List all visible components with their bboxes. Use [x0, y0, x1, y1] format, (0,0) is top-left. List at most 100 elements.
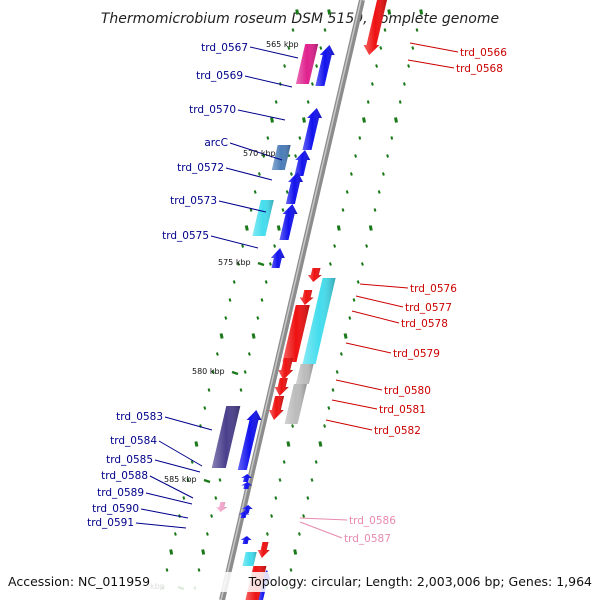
- leader-line: [407, 59, 455, 69]
- tick-dot: [310, 478, 314, 482]
- tick-dot: [415, 28, 419, 32]
- genome-backbone-highlight: [220, 0, 362, 600]
- tick-dot: [241, 244, 245, 248]
- tick-dot: [327, 406, 331, 410]
- gene-trd_0567-shade: [315, 45, 335, 86]
- leader-line: [351, 310, 400, 324]
- tick-dot: [419, 9, 424, 15]
- gene-trd_0581-shade: [268, 396, 285, 420]
- leader-line: [359, 283, 409, 289]
- leader-line: [135, 522, 187, 529]
- gene-label-trd_0573[interactable]: trd_0573: [170, 195, 217, 207]
- gene-trd_0572-shade: [285, 172, 303, 204]
- kbp-mark-570: 570 kbp: [243, 149, 276, 158]
- gene-trd_0575-shade: [270, 248, 285, 268]
- tick-dot: [283, 64, 287, 68]
- tick-dot: [249, 208, 253, 212]
- gene-label-trd_0587[interactable]: trd_0587: [344, 533, 391, 545]
- gene-label-trd_0581[interactable]: trd_0581: [379, 404, 426, 416]
- leader-line: [229, 142, 283, 161]
- map-title: Thermomicrobium roseum DSM 5159, complet…: [101, 11, 499, 27]
- leader-line: [409, 42, 459, 53]
- tick-dot: [327, 9, 332, 15]
- tick-dot: [341, 208, 345, 212]
- rrna-feature-shade: [252, 200, 274, 236]
- gene-trd_0583-shade: [237, 410, 262, 470]
- tick-dot: [339, 352, 343, 356]
- tick-dot: [282, 460, 286, 464]
- leader-line: [154, 459, 201, 473]
- tick-dot: [370, 82, 374, 86]
- tick-dot: [276, 225, 281, 231]
- tick-dot: [386, 154, 390, 158]
- tick-dot: [294, 154, 298, 158]
- tick-dot: [218, 478, 222, 482]
- tick-dot: [375, 64, 379, 68]
- tick-dot: [302, 117, 306, 123]
- tick-dot: [291, 424, 295, 428]
- tick-dot: [219, 333, 224, 339]
- gene-label-trd_0584[interactable]: trd_0584: [110, 435, 157, 447]
- gene-label-trd_0579[interactable]: trd_0579: [393, 348, 440, 360]
- major-tick: [203, 478, 211, 484]
- gene-arcC-shade: [294, 150, 311, 176]
- gene-label-arcC[interactable]: arcC: [204, 137, 228, 149]
- leader-line: [244, 75, 293, 88]
- tick-dot: [281, 208, 285, 212]
- gene-label-trd_0582[interactable]: trd_0582: [374, 425, 421, 437]
- gene-label-trd_0588[interactable]: trd_0588: [101, 470, 148, 482]
- tick-dot: [345, 190, 349, 194]
- tick-dot: [402, 82, 406, 86]
- tick-dot: [381, 172, 385, 176]
- tick-dot: [253, 190, 257, 194]
- gene-label-trd_0578[interactable]: trd_0578: [401, 318, 448, 330]
- gene-label-trd_0575[interactable]: trd_0575: [162, 230, 209, 242]
- tick-dot: [315, 64, 319, 68]
- gene-label-trd_0570[interactable]: trd_0570: [189, 104, 236, 116]
- gene-label-trd_0589[interactable]: trd_0589: [97, 487, 144, 499]
- tick-dot: [297, 532, 301, 536]
- gene-label-trd_0586[interactable]: trd_0586: [349, 515, 396, 527]
- leader-line: [249, 46, 299, 59]
- misc-feature-shade: [271, 145, 291, 170]
- gene-trd_0578-shade: [282, 305, 310, 362]
- tick-dot: [314, 460, 318, 464]
- gene-label-trd_0567[interactable]: trd_0567: [201, 42, 248, 54]
- gene-label-trd_0569[interactable]: trd_0569: [196, 70, 243, 82]
- tick-dot: [358, 136, 362, 140]
- other-feature-shade: [211, 406, 241, 468]
- tick-dot: [262, 154, 266, 158]
- tick-dot: [302, 514, 306, 518]
- tick-dot: [260, 298, 264, 302]
- gene-trd_0580-shade: [274, 378, 289, 396]
- genome-features: [211, 0, 387, 600]
- tick-dot: [265, 532, 269, 536]
- tick-dot: [203, 406, 207, 410]
- tick-dot: [274, 100, 278, 104]
- tick-dot: [182, 496, 186, 500]
- tick-dot: [387, 9, 392, 15]
- tick-dot: [356, 280, 360, 284]
- gene-label-trd_0585[interactable]: trd_0585: [106, 454, 153, 466]
- gene-label-trd_0568[interactable]: trd_0568: [456, 63, 503, 75]
- gene-label-trd_0591[interactable]: trd_0591: [87, 517, 134, 529]
- leader-line: [325, 419, 373, 431]
- gene-label-trd_0583[interactable]: trd_0583: [116, 411, 163, 423]
- tick-dot: [306, 496, 310, 500]
- gene-label-trd_0580[interactable]: trd_0580: [384, 385, 431, 397]
- gene-label-trd_0590[interactable]: trd_0590: [92, 503, 139, 515]
- tick-dot: [333, 244, 337, 248]
- tick-dot: [247, 352, 251, 356]
- rrna-feature-2-shade: [302, 278, 336, 364]
- tick-dot: [232, 280, 236, 284]
- tick-dot: [224, 316, 228, 320]
- tick-dot: [390, 136, 394, 140]
- tick-dot: [264, 280, 268, 284]
- gene-label-trd_0576[interactable]: trd_0576: [410, 283, 457, 295]
- tick-dot: [407, 64, 411, 68]
- leader-line: [140, 508, 189, 519]
- tick-dot: [173, 532, 177, 536]
- gene-label-trd_0566[interactable]: trd_0566: [460, 47, 507, 59]
- gene-label-trd_0572[interactable]: trd_0572: [177, 162, 224, 174]
- gene-label-trd_0577[interactable]: trd_0577: [405, 302, 452, 314]
